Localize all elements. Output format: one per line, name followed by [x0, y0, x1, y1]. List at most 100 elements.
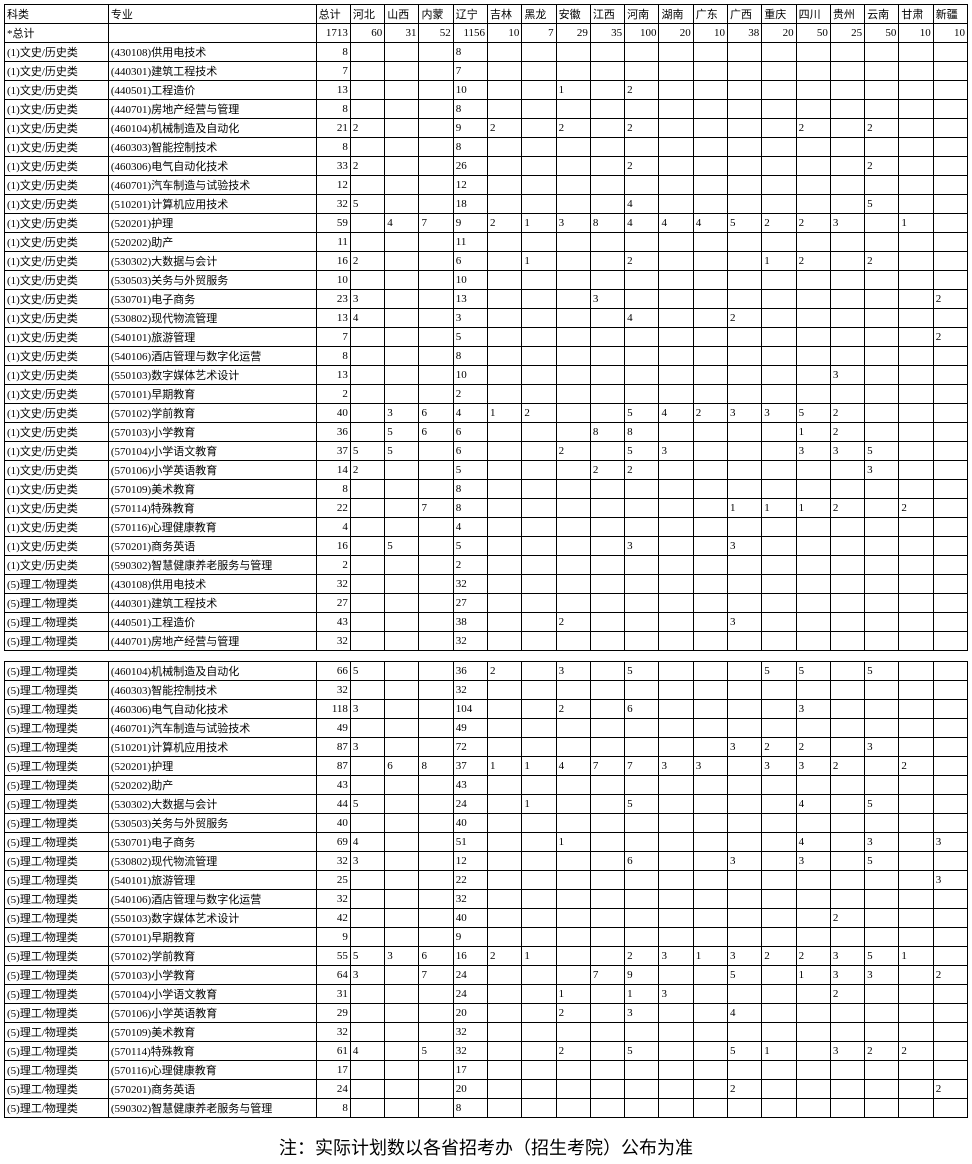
cell-value: [488, 518, 522, 537]
cell-value: [659, 100, 693, 119]
table-row: (1)文史/历史类(570102)学前教育40364125423352: [5, 404, 968, 423]
cell-value: [693, 461, 727, 480]
cell-value: 3: [728, 852, 762, 871]
table-row: (1)文史/历史类(510201)计算机应用技术3251845: [5, 195, 968, 214]
cell-value: [522, 309, 556, 328]
cell-value: [762, 795, 796, 814]
cell-value: [350, 681, 384, 700]
cell-value: [522, 328, 556, 347]
cell-value: [385, 176, 419, 195]
cell-value: [522, 119, 556, 138]
cell-value: [488, 556, 522, 575]
cell-value: [933, 890, 967, 909]
cell-value: [625, 1099, 659, 1118]
cell-value: 9: [453, 928, 487, 947]
cell-value: [385, 1004, 419, 1023]
cell-value: 2: [350, 157, 384, 176]
cell-value: [556, 719, 590, 738]
cell-value: [728, 928, 762, 947]
cell-value: [590, 233, 624, 252]
cell-value: [762, 195, 796, 214]
cell-value: [865, 814, 899, 833]
cell-value: [796, 1061, 830, 1080]
cell-value: [762, 176, 796, 195]
cell-value: [590, 480, 624, 499]
cell-category: (5)理工/物理类: [5, 662, 109, 681]
cell-value: [933, 909, 967, 928]
cell-value: [728, 138, 762, 157]
cell-value: [899, 776, 933, 795]
cell-value: 12: [453, 852, 487, 871]
cell-value: [933, 1023, 967, 1042]
cell-value: [830, 271, 864, 290]
cell-value: [385, 62, 419, 81]
cell-value: [830, 233, 864, 252]
cell-value: [556, 575, 590, 594]
cell-value: [659, 423, 693, 442]
cell-value: [899, 1004, 933, 1023]
cell-value: [522, 81, 556, 100]
cell-value: 3: [659, 442, 693, 461]
cell-value: [350, 632, 384, 651]
cell-value: [796, 195, 830, 214]
table-row: (5)理工/物理类(570104)小学语文教育31241132: [5, 985, 968, 1004]
cell-value: [488, 985, 522, 1004]
cell-value: 3: [796, 852, 830, 871]
cell-value: [796, 776, 830, 795]
cell-value: [419, 290, 453, 309]
cell-value: [488, 100, 522, 119]
cell-value: [659, 681, 693, 700]
table-row: (5)理工/物理类(520202)助产4343: [5, 776, 968, 795]
col-province-header: 山西: [385, 5, 419, 24]
cell-value: [693, 271, 727, 290]
cell-value: [693, 795, 727, 814]
cell-value: 60: [350, 24, 384, 43]
cell-value: [830, 613, 864, 632]
cell-value: [865, 366, 899, 385]
cell-value: [728, 833, 762, 852]
cell-value: 2: [453, 385, 487, 404]
cell-value: [659, 871, 693, 890]
cell-value: [933, 43, 967, 62]
cell-value: [796, 719, 830, 738]
cell-value: [762, 556, 796, 575]
cell-value: 5: [453, 537, 487, 556]
cell-value: [488, 632, 522, 651]
cell-value: [385, 681, 419, 700]
cell-value: 3: [350, 852, 384, 871]
table-row: (1)文史/历史类(440501)工程造价131012: [5, 81, 968, 100]
cell-value: [522, 928, 556, 947]
cell-value: 32: [453, 1023, 487, 1042]
cell-value: [728, 518, 762, 537]
cell-value: 9: [625, 966, 659, 985]
cell-value: [625, 1023, 659, 1042]
cell-value: 5: [728, 1042, 762, 1061]
cell-value: [590, 347, 624, 366]
table-row: (1)文史/历史类(460104)机械制造及自动化212922222: [5, 119, 968, 138]
cell-value: [385, 290, 419, 309]
cell-value: [590, 890, 624, 909]
cell-value: [728, 233, 762, 252]
cell-major: (540106)酒店管理与数字化运营: [108, 347, 316, 366]
cell-category: (5)理工/物理类: [5, 575, 109, 594]
cell-value: [728, 176, 762, 195]
cell-value: [659, 233, 693, 252]
cell-value: [830, 1061, 864, 1080]
cell-value: [625, 43, 659, 62]
cell-value: [625, 176, 659, 195]
cell-value: [419, 347, 453, 366]
cell-value: [385, 776, 419, 795]
cell-value: [385, 928, 419, 947]
cell-value: [522, 662, 556, 681]
cell-value: [728, 423, 762, 442]
cell-major: (530802)现代物流管理: [108, 309, 316, 328]
cell-value: [522, 1042, 556, 1061]
cell-value: [933, 404, 967, 423]
cell-value: [419, 81, 453, 100]
cell-value: 2: [625, 252, 659, 271]
cell-value: [350, 575, 384, 594]
cell-value: [522, 347, 556, 366]
cell-value: 1: [556, 81, 590, 100]
cell-value: [659, 890, 693, 909]
cell-value: 8: [453, 499, 487, 518]
